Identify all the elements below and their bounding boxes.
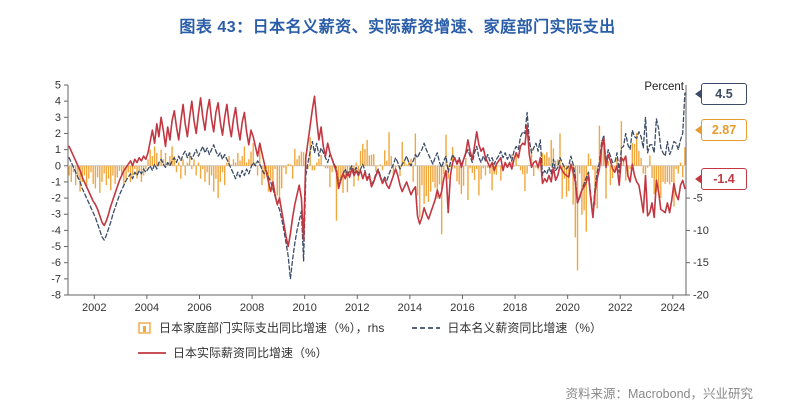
axis-tick-label: 2002	[82, 302, 106, 314]
axis-tick-label: -15	[693, 257, 709, 269]
legend-label-real-wage: 日本实际薪资同比增速（%）	[173, 346, 328, 360]
axis-tick-label: -6	[51, 257, 61, 269]
legend-item-nominal-wage: 日本名义薪资同比增速（%）	[412, 319, 602, 336]
axis-tick-label: 4	[55, 96, 61, 108]
axis-tick-label: Percent	[644, 81, 684, 93]
axis-tick-label: 2020	[555, 302, 579, 314]
axis-tick-label: -10	[693, 225, 709, 237]
legend-label-household-spending: 日本家庭部门实际支出同比增速（%），rhs	[159, 321, 385, 335]
axis-tick-label: 2018	[503, 302, 527, 314]
axis-tick-label: 2004	[135, 302, 159, 314]
axis-tick-label: 2022	[608, 302, 632, 314]
legend-label-nominal-wage: 日本名义薪资同比增速（%）	[447, 321, 603, 335]
end-label-nominal-wage: 4.5	[695, 83, 747, 105]
legend: 日本家庭部门实际支出同比增速（%），rhs 日本名义薪资同比增速（%） 日本实际…	[138, 319, 630, 369]
axis-tick-label: -4	[51, 225, 61, 237]
source-text: 资料来源：Macrobond，兴业研究	[565, 387, 753, 401]
axis-tick-label: -8	[51, 290, 61, 302]
chart-title: 图表 43：日本名义薪资、实际薪资增速、家庭部门实际支出	[179, 19, 616, 36]
axis-tick-label: 3	[55, 112, 61, 124]
axis-tick-label: 1	[55, 144, 61, 156]
dashed-line-series-icon	[412, 326, 441, 329]
bar-series-icon	[138, 321, 151, 334]
axis-tick-label: -3	[51, 209, 61, 221]
axis-tick-label: 0	[55, 160, 61, 172]
axis-tick-label: -7	[51, 273, 61, 285]
solid-line-series-icon	[138, 351, 166, 354]
household-spending-bars	[68, 121, 686, 271]
axis-tick-label: 2024	[661, 302, 685, 314]
axis-tick-label: 2006	[187, 302, 211, 314]
axis-tick-label: 2008	[240, 302, 264, 314]
axis-tick-label: -5	[693, 193, 703, 205]
axis-tick-label: -20	[693, 290, 709, 302]
axis-tick-label: 2016	[450, 302, 474, 314]
legend-row-2: 日本实际薪资同比增速（%）	[138, 344, 630, 361]
end-label-real-wage: -1.4	[695, 168, 747, 190]
axis-tick-label: 2010	[292, 302, 316, 314]
axis-tick-label: -5	[51, 241, 61, 253]
legend-item-real-wage: 日本实际薪资同比增速（%）	[138, 344, 328, 361]
axis-tick-label: -2	[51, 193, 61, 205]
axis-tick-label: 5	[55, 80, 61, 92]
legend-row-1: 日本家庭部门实际支出同比增速（%），rhs 日本名义薪资同比增速（%）	[138, 319, 630, 336]
axis-tick-label: 2014	[398, 302, 422, 314]
real-wage-line	[68, 95, 686, 248]
axis-tick-label: 2	[55, 128, 61, 140]
axis-tick-label: -1	[51, 176, 61, 188]
legend-item-household-spending: 日本家庭部门实际支出同比增速（%），rhs	[138, 319, 384, 336]
axis-tick-label: 2012	[345, 302, 369, 314]
end-label-household-spending: 2.87	[695, 119, 747, 141]
